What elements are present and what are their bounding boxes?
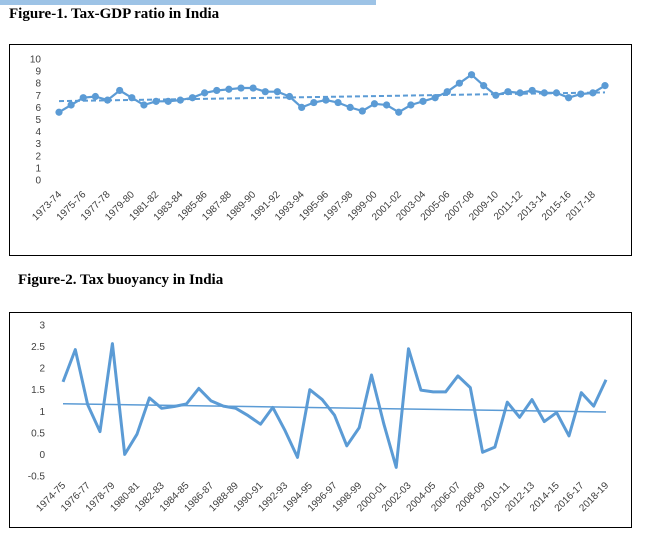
figure-1-chart: 0123456789101973-741975-761977-781979-80… [30, 55, 609, 223]
data-point [128, 94, 136, 102]
data-point [455, 79, 463, 87]
y-tick-label: 2 [39, 364, 45, 375]
data-point [176, 96, 184, 104]
y-tick-label: 4 [35, 127, 41, 138]
data-point [407, 101, 415, 109]
data-point [67, 101, 75, 109]
y-tick-label: 0 [35, 176, 41, 187]
y-tick-label: 2.5 [31, 342, 45, 353]
data-point [103, 96, 112, 104]
data-point [492, 91, 500, 99]
data-point [395, 108, 403, 116]
figure-2-title: Figure-2. Tax buoyancy in India [18, 272, 224, 288]
y-tick-label: 0.5 [31, 428, 45, 439]
data-point [164, 97, 172, 105]
y-tick-label: 7 [35, 91, 41, 102]
data-point [383, 101, 391, 109]
y-tick-label: 1.5 [31, 385, 45, 396]
data-point [188, 94, 197, 102]
figure-2-chart: -0.500.511.522.531974-751976-771978-7919… [28, 321, 612, 515]
y-tick-label: 8 [35, 79, 41, 90]
series-line [61, 342, 608, 469]
y-tick-label: 9 [35, 67, 41, 78]
y-tick-label: 2 [35, 151, 41, 162]
figure-1-chart-frame: 0 1 2 3 4 5 6 7 8 9 10 1973-74 1975-76 1977-78 1979-80… [9, 44, 632, 256]
data-point [298, 103, 306, 111]
data-point [540, 89, 548, 97]
data-point [528, 86, 536, 95]
y-tick-label: 3 [35, 139, 41, 150]
y-tick-label: 1 [35, 163, 41, 174]
data-point [419, 97, 427, 105]
data-point [79, 94, 87, 102]
data-point [370, 100, 379, 108]
data-point [431, 94, 439, 102]
y-tick-label: -0.5 [28, 472, 46, 483]
data-point [237, 84, 245, 92]
data-point [334, 98, 342, 107]
data-point [504, 88, 512, 96]
data-point [225, 85, 233, 93]
data-point [601, 82, 609, 90]
data-point [480, 82, 488, 90]
data-point [443, 88, 451, 96]
series-line [58, 73, 606, 114]
trendline [58, 91, 606, 103]
y-tick-label: 3 [39, 321, 45, 332]
data-point [589, 89, 597, 97]
data-point [346, 103, 354, 111]
y-tick-label: 5 [35, 115, 41, 126]
data-point [285, 92, 294, 101]
data-point [91, 92, 99, 101]
data-point [310, 98, 318, 107]
figure-2-chart-frame: -0.5 0 0.5 1 1.5 2 2.5 3 1974-75 1976-77 1978-79 19… [9, 312, 632, 528]
top-accent-bar [0, 0, 376, 5]
y-tick-label: 10 [30, 55, 42, 66]
data-point [565, 94, 573, 102]
data-point [358, 107, 366, 115]
data-point [322, 96, 330, 104]
data-point [201, 89, 209, 97]
data-point [140, 101, 148, 109]
data-point [116, 86, 124, 95]
data-point [577, 90, 585, 98]
y-tick-label: 0 [39, 450, 45, 461]
data-point [152, 97, 160, 105]
data-point [213, 86, 221, 95]
data-point [516, 89, 524, 97]
y-tick-label: 6 [35, 103, 41, 114]
figure-1-title: Figure-1. Tax-GDP ratio in India [9, 6, 220, 22]
data-point [273, 88, 281, 96]
data-point [249, 84, 257, 92]
data-point [552, 89, 561, 97]
data-point [55, 108, 63, 116]
y-tick-label: 1 [39, 407, 45, 418]
data-point [467, 71, 476, 79]
data-point [261, 88, 269, 96]
